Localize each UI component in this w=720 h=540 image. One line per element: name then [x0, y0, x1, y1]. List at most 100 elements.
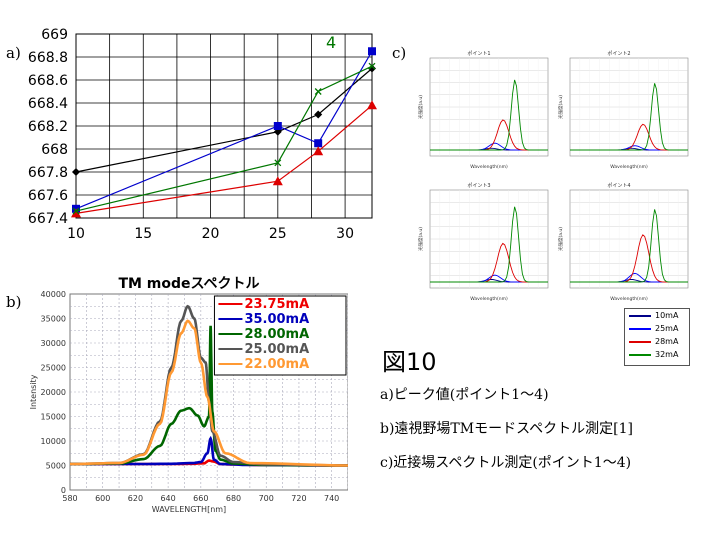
- x-tick-label: 10: [67, 226, 85, 242]
- legend-row-28mA: 28mA: [625, 335, 689, 348]
- series-label-4: 4: [326, 33, 336, 52]
- data-point: [272, 176, 283, 186]
- x-tick-label: 680: [226, 494, 241, 503]
- y-tick-label: 20000: [41, 388, 66, 397]
- legend-swatch: [629, 327, 651, 330]
- legend-label: 23.75mA: [244, 297, 309, 312]
- legend-label: 28mA: [655, 337, 679, 346]
- y-tick-label: 667.4: [28, 211, 68, 227]
- subplot-ylabel: 光強度(a.u): [417, 95, 424, 119]
- y-tick-label: 667.8: [28, 165, 68, 181]
- caption-line-a: a)ピーク値(ポイント1～4): [380, 387, 549, 403]
- series-line-28.00mA: [70, 325, 348, 467]
- x-tick-label: 720: [291, 494, 306, 503]
- legend-label: 25mA: [655, 324, 679, 333]
- x-tick-label: 20: [202, 226, 220, 242]
- caption-line-b: b)遠視野場TMモードスペクトル測定[1]: [380, 421, 633, 437]
- legend-label: 28.00mA: [244, 327, 309, 342]
- y-axis-label: Intensity: [29, 374, 38, 409]
- y-tick-label: 668.8: [28, 50, 68, 66]
- series-line-2: [75, 50, 373, 210]
- series-line-4: [75, 65, 373, 212]
- peak-value-chart: 667.4 667.6 667.8 668 668.2 668.4 668.6 668.8 66…: [28, 27, 377, 242]
- data-point: [71, 208, 81, 218]
- panel-label-c: c): [392, 44, 407, 62]
- series-line-3: [75, 104, 373, 214]
- data-point: [368, 47, 376, 56]
- x-axis-label: WAVELENGTH[nm]: [152, 505, 226, 514]
- subplot-title: ポイント4: [607, 182, 630, 189]
- y-tick-label: 667.6: [28, 188, 68, 204]
- data-point: [72, 168, 80, 176]
- data-point: [72, 207, 80, 215]
- subplot-xlabel: Wavelength(nm): [610, 164, 648, 170]
- caption-line-c: c)近接場スペクトル測定(ポイント1～4): [380, 455, 632, 471]
- x-tick-label: 30: [336, 226, 354, 242]
- x-tick-label: 640: [160, 494, 175, 503]
- data-point: [367, 100, 377, 110]
- legend-swatch: [629, 353, 651, 356]
- y-tick-label: 668.2: [28, 119, 68, 135]
- panel-label-b: b): [6, 293, 22, 311]
- legend-swatch: [629, 340, 651, 343]
- x-tick-label: 15: [134, 226, 152, 242]
- y-tick-label: 0: [61, 486, 66, 495]
- near-field-legend: 10mA 25mA 28mA 32mA: [624, 308, 690, 366]
- tm-mode-spectrum-chart: TM modeスペクトル 0 5000 10000 15000 20000 25000 300…: [29, 276, 348, 514]
- y-tick-label: 30000: [41, 339, 66, 348]
- subplot-series-32mA: [570, 83, 688, 151]
- x-tick-label: 740: [324, 494, 339, 503]
- subplot-title: ポイント2: [607, 50, 630, 57]
- subplot-title: ポイント3: [467, 182, 490, 189]
- subplot-ylabel: 光強度(a.u): [557, 95, 564, 119]
- series-line-1: [75, 68, 373, 173]
- subplot-ylabel: 光強度(a.u): [417, 227, 424, 251]
- legend-row-25mA: 25mA: [625, 322, 689, 335]
- y-tick-label: 15000: [41, 413, 66, 422]
- legend-swatch: [629, 314, 651, 317]
- legend-label: 32mA: [655, 350, 679, 359]
- data-point: [314, 88, 322, 95]
- subplot-series-32mA: [570, 209, 688, 283]
- data-point: [313, 146, 324, 156]
- subplot-xlabel: Wavelength(nm): [470, 296, 508, 302]
- legend-row-10mA: 10mA: [625, 309, 689, 322]
- near-field-spectrum-grid: ポイント1 Wavelength(nm) 光強度(a.u) ポイント2 Waveleng…: [417, 50, 689, 302]
- x-tick-label: 600: [95, 494, 110, 503]
- series-line-35.00mA: [70, 435, 348, 467]
- subplot-title: ポイント1: [467, 50, 490, 57]
- data-point: [368, 62, 376, 70]
- subplot-xlabel: Wavelength(nm): [610, 296, 648, 302]
- x-tick-label: 660: [193, 494, 208, 503]
- x-tick-label: 700: [259, 494, 274, 503]
- x-tick-label: 580: [62, 494, 77, 503]
- x-tick-label: 25: [269, 226, 287, 242]
- subplot-series-32mA: [430, 79, 548, 151]
- y-tick-label: 25000: [41, 364, 66, 373]
- y-tick-label: 668.6: [28, 73, 68, 89]
- data-point: [314, 139, 323, 148]
- subplot-xlabel: Wavelength(nm): [470, 164, 508, 170]
- legend-label: 10mA: [655, 311, 679, 320]
- y-tick-label: 40000: [41, 290, 66, 299]
- y-tick-label: 35000: [41, 315, 66, 324]
- y-tick-label: 5000: [46, 462, 66, 471]
- y-tick-label: 10000: [41, 437, 66, 446]
- plot-frame: [75, 33, 373, 219]
- chart-title: TM modeスペクトル: [118, 276, 259, 292]
- legend-label: 35.00mA: [244, 312, 309, 327]
- data-point: [314, 110, 323, 119]
- data-point: [273, 122, 282, 130]
- subplot-ylabel: 光強度(a.u): [557, 227, 564, 251]
- series-line-22.00mA: [70, 319, 348, 467]
- figure-title: 図10: [382, 348, 437, 376]
- panel-label-a: a): [6, 44, 21, 62]
- legend-label: 25.00mA: [244, 342, 309, 357]
- y-tick-label: 669: [41, 27, 68, 43]
- legend-row-32mA: 32mA: [625, 348, 689, 361]
- x-tick-label: 620: [128, 494, 143, 503]
- legend-box: [213, 295, 347, 376]
- data-point: [274, 159, 282, 167]
- y-tick-label: 668.4: [28, 96, 68, 112]
- legend-label: 22.00mA: [244, 357, 309, 372]
